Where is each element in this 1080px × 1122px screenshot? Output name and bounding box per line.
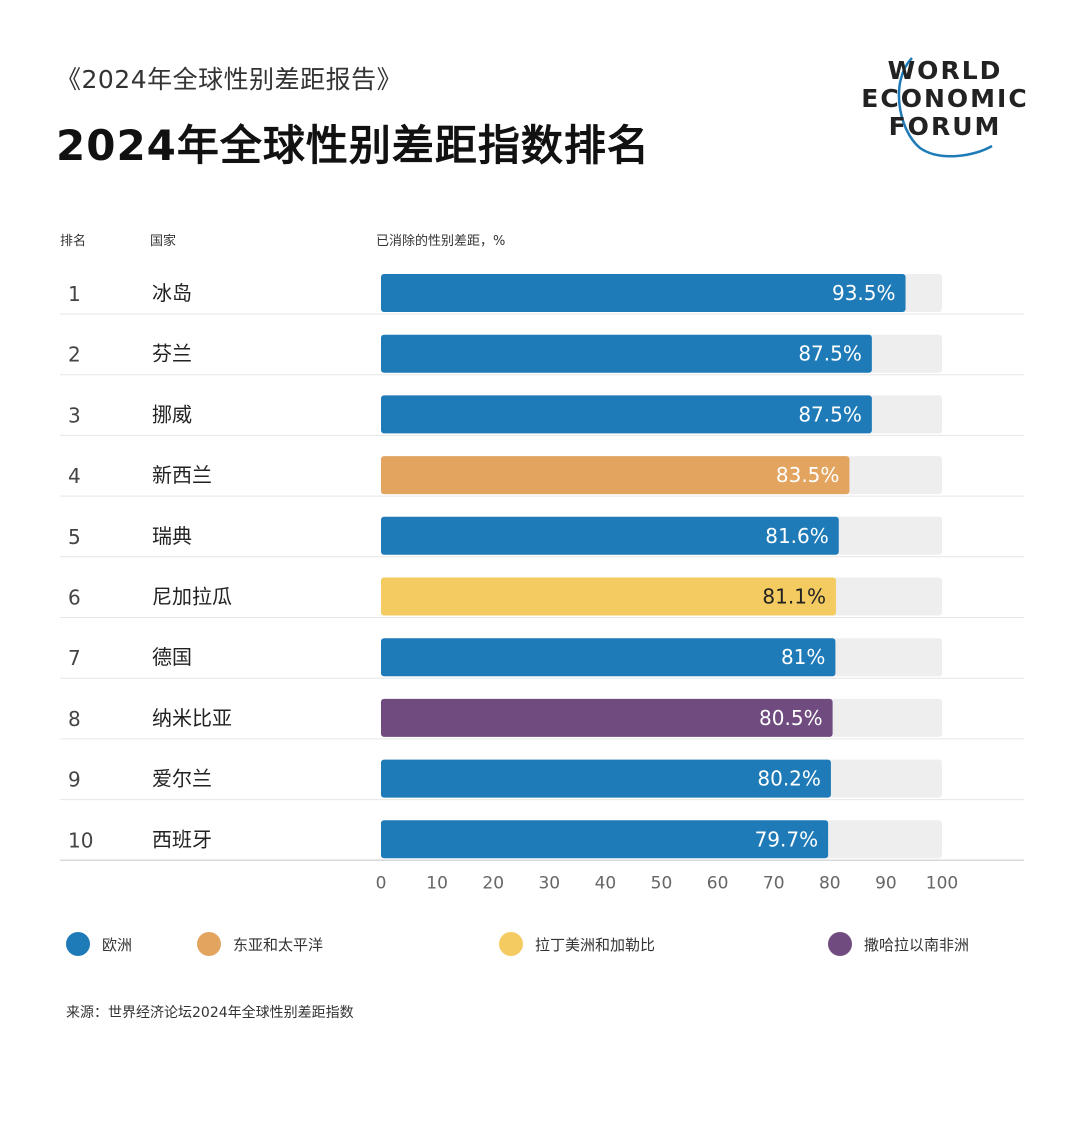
x-tick-label: 50 bbox=[651, 873, 673, 893]
bar bbox=[381, 274, 906, 312]
data-label: 80.5% bbox=[759, 706, 823, 730]
rank-label: 3 bbox=[68, 403, 81, 427]
column-header-country: 国家 bbox=[150, 234, 177, 249]
country-label: 尼加拉瓜 bbox=[152, 585, 232, 609]
source-note: 来源：世界经济论坛2024年全球性别差距指数 bbox=[66, 1005, 354, 1021]
data-label: 87.5% bbox=[798, 342, 862, 366]
logo-line-1: WORLD bbox=[887, 56, 1003, 85]
data-label: 81.1% bbox=[762, 585, 826, 609]
bar bbox=[381, 334, 872, 373]
legend-east-asia-pacific-label: 东亚和太平洋 bbox=[233, 935, 324, 954]
country-label: 纳米比亚 bbox=[152, 706, 232, 730]
column-header-value: 已消除的性别差距，% bbox=[376, 234, 506, 249]
legend-east-asia-pacific-swatch bbox=[197, 932, 221, 956]
legend-europe-label: 欧洲 bbox=[102, 935, 133, 954]
bar bbox=[381, 456, 850, 495]
legend-europe: 欧洲 bbox=[66, 931, 132, 957]
legend-sub-saharan-africa: 撒哈拉以南非洲 bbox=[828, 931, 969, 957]
x-tick-label: 20 bbox=[482, 873, 504, 893]
rank-label: 5 bbox=[68, 525, 81, 549]
country-label: 西班牙 bbox=[152, 827, 212, 851]
legend-sub-saharan-africa-swatch bbox=[828, 932, 852, 956]
rank-label: 10 bbox=[68, 828, 93, 852]
bar bbox=[381, 395, 872, 434]
x-tick-label: 40 bbox=[595, 873, 617, 893]
x-tick-label: 90 bbox=[875, 873, 897, 893]
x-tick-label: 100 bbox=[926, 873, 958, 893]
x-tick-label: 0 bbox=[376, 873, 387, 893]
country-label: 爱尔兰 bbox=[152, 767, 212, 791]
x-tick-label: 80 bbox=[819, 873, 841, 893]
report-subtitle: 《2024年全球性别差距报告》 bbox=[56, 65, 403, 94]
column-header-rank: 排名 bbox=[60, 234, 87, 249]
legend-sub-saharan-africa-label: 撒哈拉以南非洲 bbox=[864, 935, 970, 954]
country-label: 挪威 bbox=[152, 402, 192, 426]
data-label: 83.5% bbox=[776, 463, 840, 487]
legend-east-asia-pacific: 东亚和太平洋 bbox=[197, 931, 323, 957]
rank-label: 2 bbox=[68, 343, 81, 367]
legend-latin-america-swatch bbox=[499, 932, 523, 956]
logo-line-3: FORUM bbox=[888, 112, 1002, 141]
data-label: 81% bbox=[781, 645, 825, 669]
data-label: 87.5% bbox=[798, 402, 862, 426]
x-tick-label: 60 bbox=[707, 873, 729, 893]
bar-chart: 1 冰岛 93.5% 2 芬兰 87.5% 3 挪威 87.5% 4 新西兰 83.5% 5 瑞典 81.6… bbox=[60, 274, 1024, 893]
bar bbox=[381, 516, 839, 555]
rank-label: 9 bbox=[68, 768, 81, 792]
country-label: 德国 bbox=[152, 645, 192, 669]
x-tick-label: 10 bbox=[426, 873, 448, 893]
rank-label: 6 bbox=[68, 586, 81, 610]
rank-label: 7 bbox=[68, 646, 81, 670]
rank-label: 4 bbox=[68, 464, 81, 488]
bar bbox=[381, 759, 831, 798]
bar bbox=[381, 698, 833, 737]
bar bbox=[381, 638, 836, 677]
data-label: 79.7% bbox=[755, 827, 819, 851]
bar bbox=[381, 820, 829, 859]
data-label: 80.2% bbox=[757, 767, 821, 791]
rank-label: 1 bbox=[68, 282, 81, 306]
country-label: 冰岛 bbox=[152, 281, 192, 305]
country-label: 瑞典 bbox=[152, 524, 192, 548]
data-label: 81.6% bbox=[765, 524, 829, 548]
wef-logo: WORLD ECONOMIC FORUM bbox=[850, 50, 1040, 160]
logo-arc-icon bbox=[897, 57, 993, 158]
legend-europe-swatch bbox=[66, 932, 90, 956]
bar bbox=[381, 577, 836, 616]
legend-latin-america-label: 拉丁美洲和加勒比 bbox=[535, 935, 656, 954]
legend-latin-america: 拉丁美洲和加勒比 bbox=[499, 931, 655, 957]
x-tick-label: 70 bbox=[763, 873, 785, 893]
country-label: 芬兰 bbox=[152, 342, 192, 366]
logo-line-2: ECONOMIC bbox=[861, 84, 1029, 113]
country-label: 新西兰 bbox=[152, 463, 212, 487]
x-tick-label: 30 bbox=[538, 873, 560, 893]
page-title: 2024年全球性别差距指数排名 bbox=[56, 121, 650, 170]
rank-label: 8 bbox=[68, 707, 81, 731]
logo-arc bbox=[897, 57, 993, 158]
data-label: 93.5% bbox=[832, 281, 896, 305]
